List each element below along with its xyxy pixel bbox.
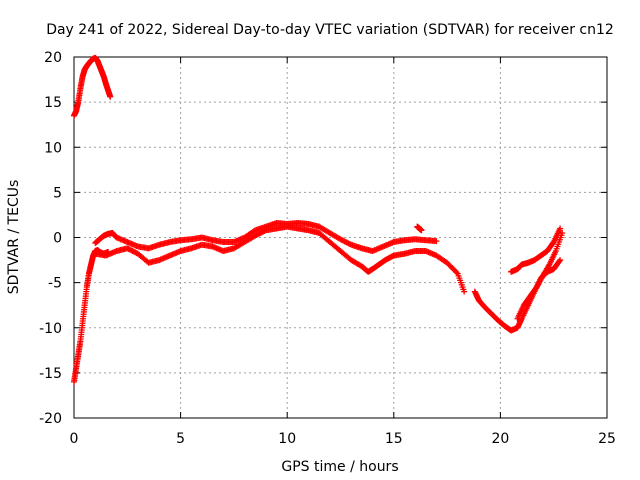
y-tick-label: 0 — [53, 231, 62, 247]
data-point — [557, 257, 564, 264]
data-point — [346, 241, 353, 248]
series-late-upper — [508, 225, 564, 275]
data-point — [107, 93, 114, 100]
data-point — [461, 288, 468, 295]
y-tick-label: -10 — [39, 321, 62, 337]
x-tick-label: 5 — [176, 431, 185, 447]
y-axis-label: SDTVAR / TECUs — [6, 180, 22, 295]
y-tick-label: -15 — [39, 366, 62, 382]
x-tick-label: 0 — [70, 431, 79, 447]
y-tick-label: -5 — [48, 276, 62, 292]
ticks: 0 5 10 15 20 25 -20 -15 -10 -5 0 5 10 15 20 — [39, 50, 616, 447]
series-early-arc — [71, 54, 114, 119]
data-point — [559, 229, 566, 236]
y-tick-label: -20 — [39, 411, 62, 427]
series-isolated-16 — [414, 223, 425, 234]
series-main-upper — [92, 220, 440, 255]
series-late-branch — [514, 229, 566, 322]
data-point — [556, 258, 563, 265]
y-tick-label: 10 — [44, 140, 62, 156]
y-tick-label: 20 — [44, 50, 62, 66]
data-point — [261, 227, 268, 234]
chart-title: Day 241 of 2022, Sidereal Day-to-day VTE… — [46, 22, 614, 38]
data-point — [557, 225, 564, 232]
x-axis-label: GPS time / hours — [281, 459, 398, 475]
x-tick-label: 15 — [385, 431, 403, 447]
data-point — [418, 227, 425, 234]
y-tick-label: 5 — [53, 185, 62, 201]
x-tick-label: 25 — [598, 431, 616, 447]
x-tick-label: 10 — [278, 431, 296, 447]
series-main-lower — [92, 223, 468, 295]
data-point — [433, 238, 440, 245]
data-marks — [71, 54, 566, 385]
series-rise — [71, 247, 112, 385]
y-tick-label: 15 — [44, 95, 62, 111]
x-tick-label: 20 — [491, 431, 509, 447]
